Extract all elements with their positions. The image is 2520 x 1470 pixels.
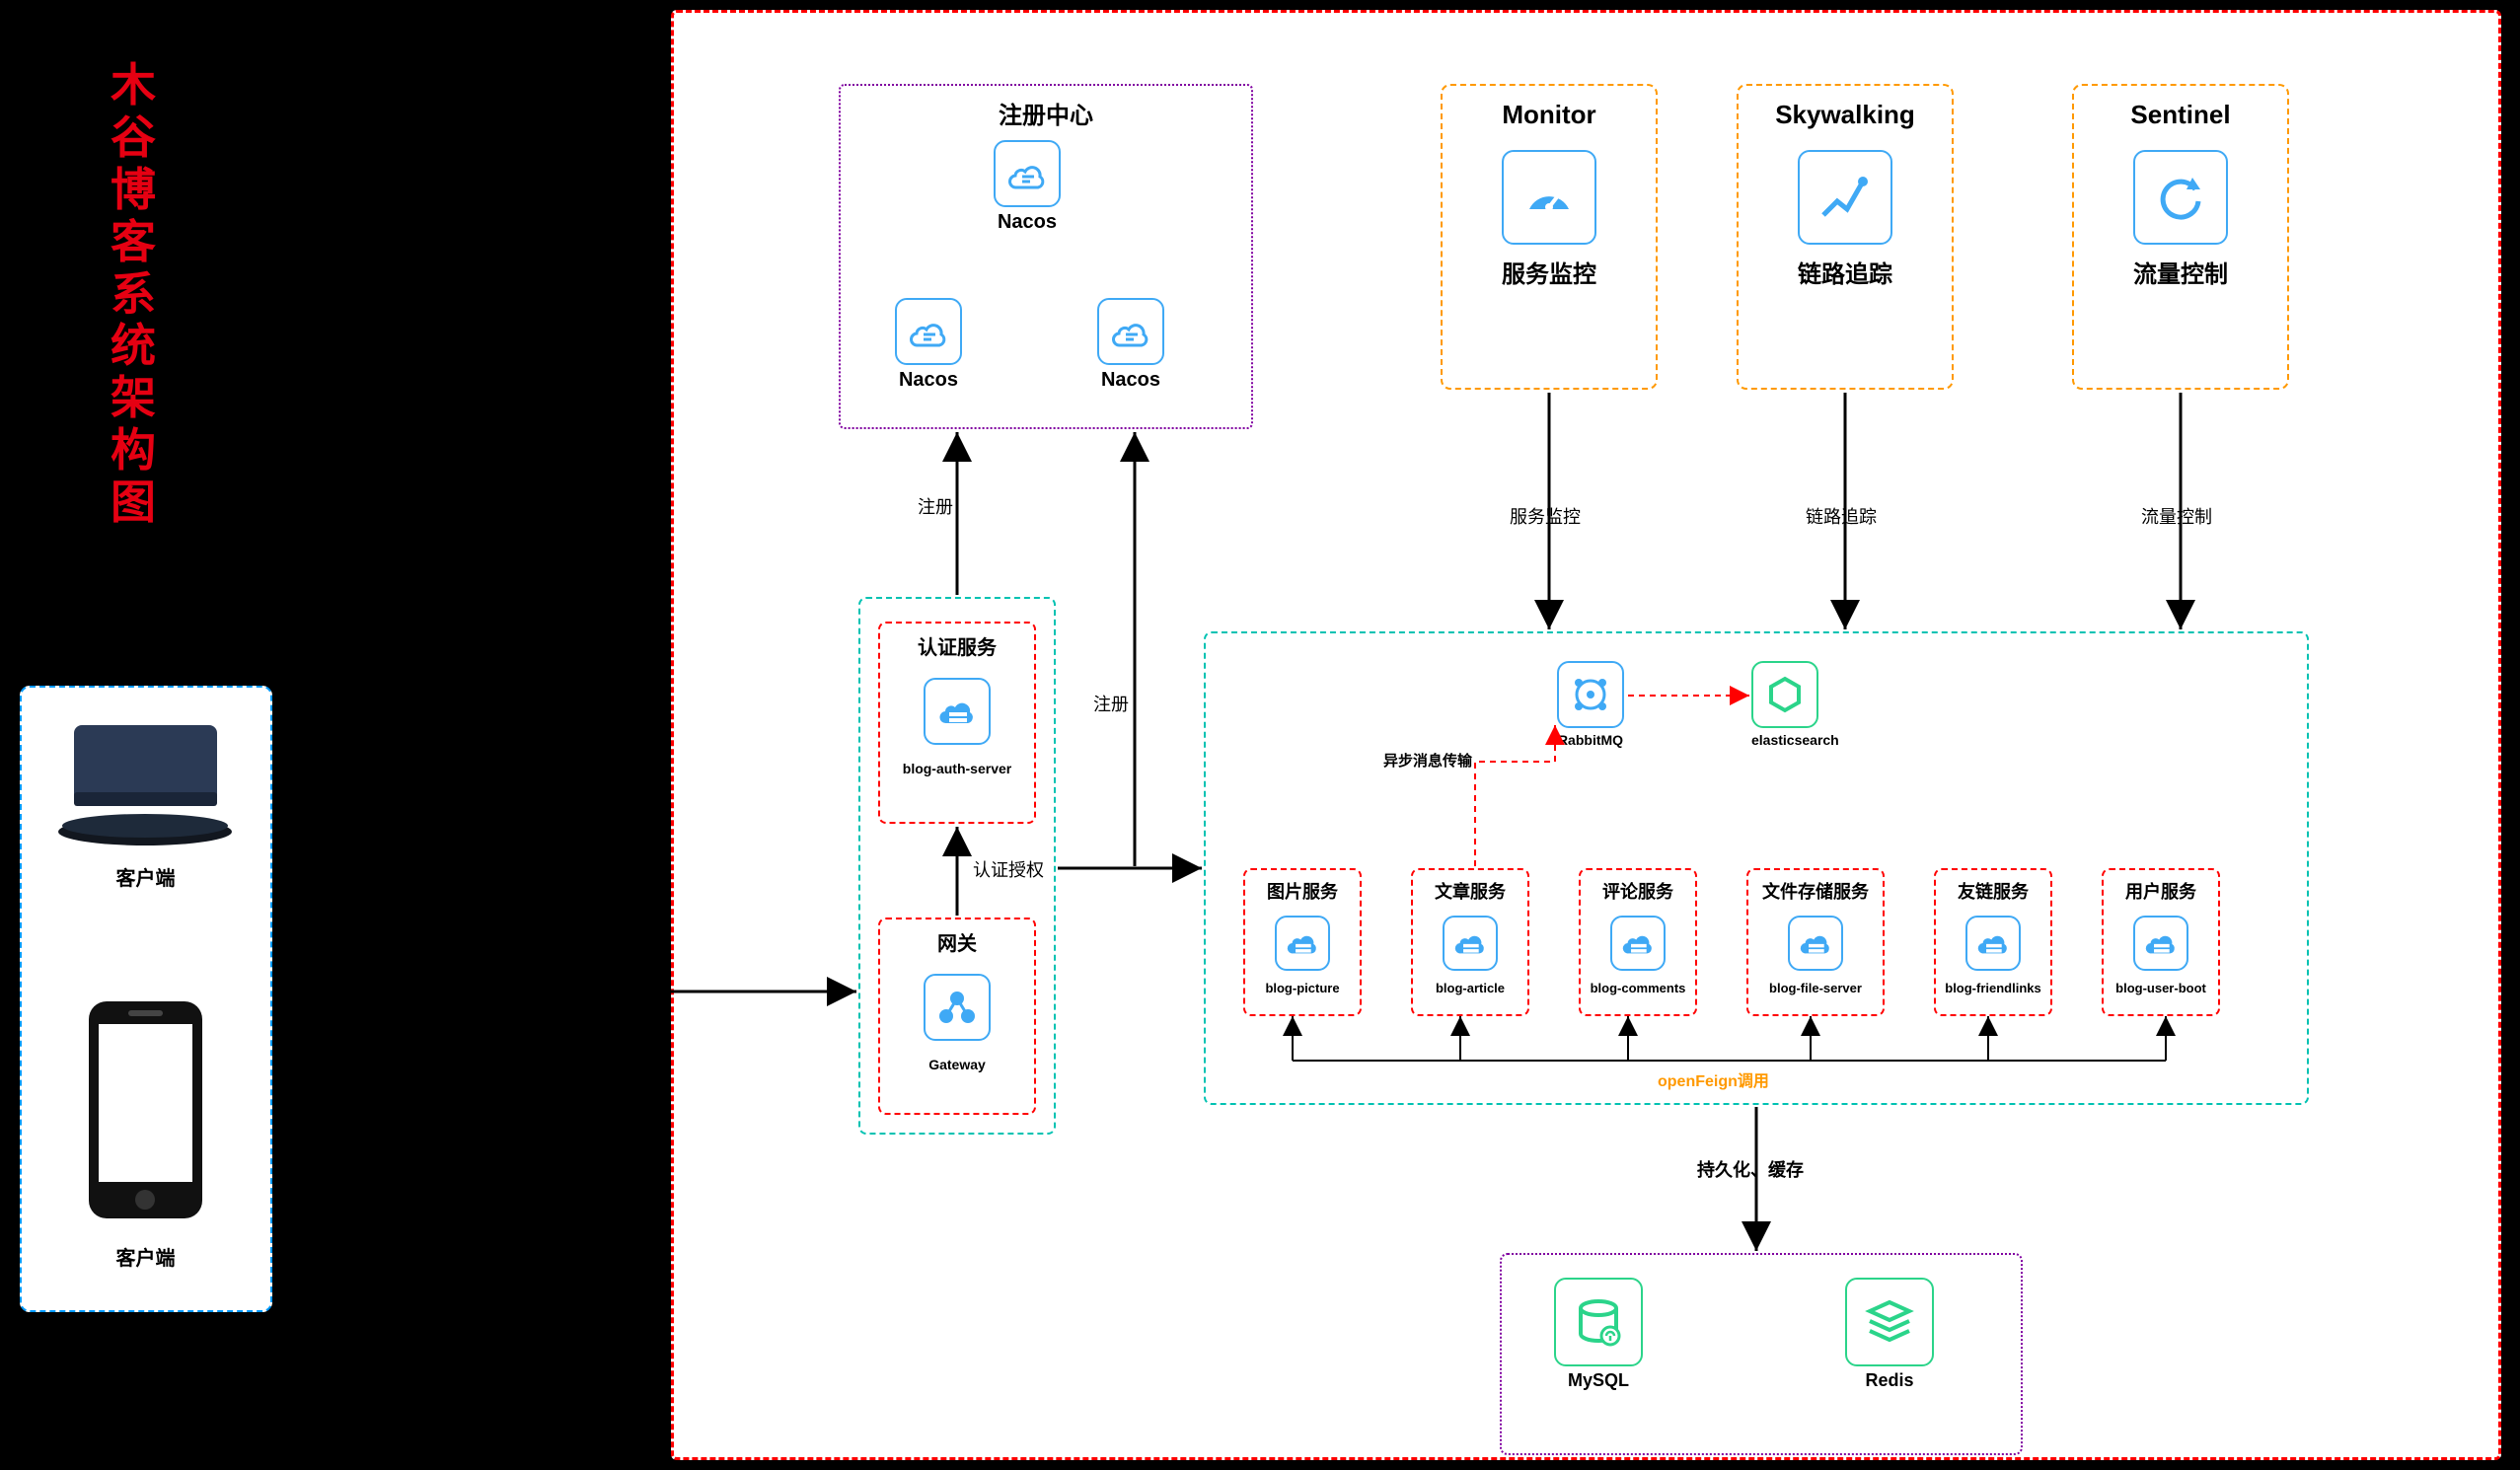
service-title: 图片服务 <box>1267 878 1338 904</box>
registry-title: 注册中心 <box>841 96 1251 130</box>
edge-label: 认证授权 <box>973 856 1044 882</box>
service-node: 图片服务 blog-picture <box>1243 868 1362 1016</box>
redis-label: Redis <box>1845 1370 1934 1391</box>
diagram-title: 木谷博客系统架构图 <box>84 59 183 529</box>
service-sub: blog-article <box>1436 981 1505 995</box>
edge-label: 流量控制 <box>2141 503 2212 529</box>
edge-label: 服务监控 <box>1510 503 1581 529</box>
edge-label: 异步消息传输 <box>1383 750 1472 771</box>
service-node: 用户服务 blog-user-boot <box>2102 868 2220 1016</box>
nacos-node: Nacos <box>1097 298 1164 392</box>
registry-box: 注册中心 Nacos Nacos Nacos <box>839 84 1253 429</box>
service-sub: blog-file-server <box>1769 981 1862 995</box>
service-sub: blog-picture <box>1265 981 1339 995</box>
auth-sub: blog-auth-server <box>903 761 1011 776</box>
nacos-node: Nacos <box>994 140 1061 234</box>
service-node: 文件存储服务 blog-file-server <box>1746 868 1885 1016</box>
loop-icon <box>2133 150 2228 245</box>
client-phone: 客户端 <box>74 996 217 1271</box>
cloud-server-icon <box>924 678 991 745</box>
cloud-server-icon <box>1788 916 1843 971</box>
nacos-label: Nacos <box>1097 369 1164 392</box>
rabbitmq-label: RabbitMQ <box>1557 732 1624 748</box>
service-title: 文件存储服务 <box>1762 878 1869 904</box>
gauge-icon <box>1502 150 1596 245</box>
laptop-icon <box>54 715 237 853</box>
edge-label: 注册 <box>1093 691 1129 716</box>
skywalking-sub: 链路追踪 <box>1739 255 1952 289</box>
edge-label: 注册 <box>918 493 953 519</box>
auth-title: 认证服务 <box>918 631 997 660</box>
monitor-title: Monitor <box>1443 100 1656 130</box>
sentinel-box: Sentinel 流量控制 <box>2072 84 2289 390</box>
service-sub: blog-comments <box>1591 981 1686 995</box>
mq-icon <box>1557 661 1624 728</box>
client-laptop: 客户端 <box>54 715 237 891</box>
service-node: 评论服务 blog-comments <box>1579 868 1697 1016</box>
gateway-sub: Gateway <box>928 1057 986 1072</box>
stack-icon <box>1845 1278 1934 1366</box>
cloud-server-icon <box>1610 916 1666 971</box>
gateway-title: 网关 <box>937 927 977 956</box>
cloud-icon <box>895 298 962 365</box>
gateway-node: 网关 Gateway <box>878 918 1036 1115</box>
nacos-label: Nacos <box>994 211 1061 234</box>
client-label: 客户端 <box>54 862 237 891</box>
sentinel-sub: 流量控制 <box>2074 255 2287 289</box>
edge-label: 持久化、缓存 <box>1697 1156 1804 1182</box>
openfeign-label: openFeign调用 <box>1658 1067 1769 1091</box>
es-icon <box>1751 661 1818 728</box>
cloud-icon <box>994 140 1061 207</box>
edge-label: 链路追踪 <box>1806 503 1877 529</box>
service-title: 友链服务 <box>1958 878 2029 904</box>
redis-node: Redis <box>1845 1278 1934 1391</box>
mysql-node: MySQL <box>1554 1278 1643 1391</box>
cloud-server-icon <box>2133 916 2188 971</box>
service-title: 用户服务 <box>2125 878 2196 904</box>
sentinel-title: Sentinel <box>2074 100 2287 130</box>
phone-icon <box>74 996 217 1233</box>
cluster-icon <box>924 974 991 1041</box>
rabbitmq-node: RabbitMQ <box>1557 661 1624 748</box>
service-title: 文章服务 <box>1435 878 1506 904</box>
es-label: elasticsearch <box>1751 732 1839 748</box>
mysql-label: MySQL <box>1554 1370 1643 1391</box>
monitor-sub: 服务监控 <box>1443 255 1656 289</box>
cloud-server-icon <box>1275 916 1330 971</box>
service-sub: blog-user-boot <box>2115 981 2206 995</box>
service-title: 评论服务 <box>1602 878 1673 904</box>
monitor-box: Monitor 服务监控 <box>1441 84 1658 390</box>
service-node: 文章服务 blog-article <box>1411 868 1529 1016</box>
trend-icon <box>1798 150 1892 245</box>
nacos-node: Nacos <box>895 298 962 392</box>
database-icon <box>1554 1278 1643 1366</box>
client-label: 客户端 <box>74 1242 217 1271</box>
service-sub: blog-friendlinks <box>1945 981 2041 995</box>
auth-service-node: 认证服务 blog-auth-server <box>878 622 1036 824</box>
elasticsearch-node: elasticsearch <box>1751 661 1839 748</box>
service-node: 友链服务 blog-friendlinks <box>1934 868 2052 1016</box>
cloud-server-icon <box>1965 916 2021 971</box>
skywalking-title: Skywalking <box>1739 100 1952 130</box>
cloud-icon <box>1097 298 1164 365</box>
title-char: 木谷博客系统架构图 <box>111 59 156 528</box>
nacos-label: Nacos <box>895 369 962 392</box>
skywalking-box: Skywalking 链路追踪 <box>1737 84 1954 390</box>
cloud-server-icon <box>1443 916 1498 971</box>
